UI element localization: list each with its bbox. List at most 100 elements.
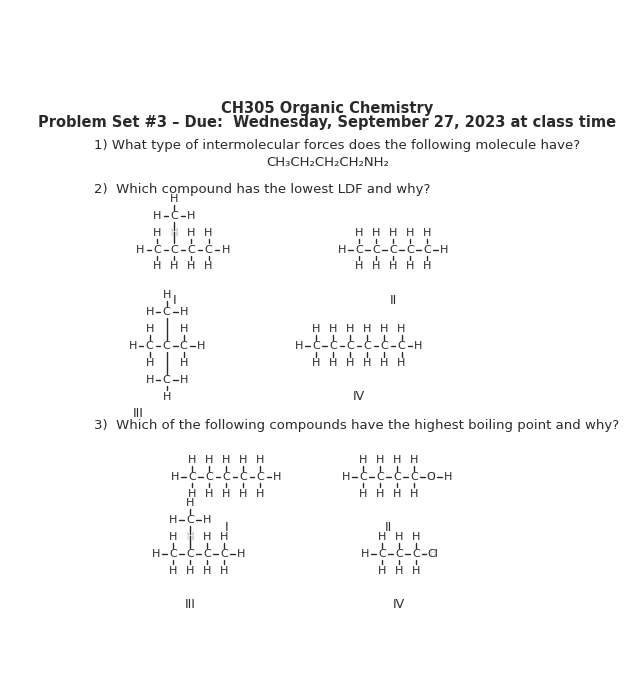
Text: H: H — [204, 262, 213, 272]
Text: H: H — [414, 341, 423, 351]
Text: H: H — [204, 228, 213, 237]
Text: H: H — [220, 566, 228, 575]
Text: H: H — [395, 532, 403, 542]
Text: III: III — [132, 407, 143, 420]
Text: I: I — [224, 521, 228, 534]
Text: C: C — [330, 341, 337, 351]
Text: H: H — [237, 549, 245, 559]
Text: H: H — [186, 566, 194, 575]
Text: H: H — [180, 358, 188, 368]
Text: H: H — [186, 532, 194, 542]
Text: C: C — [186, 514, 194, 525]
Text: H: H — [295, 341, 304, 351]
Text: H: H — [440, 244, 449, 255]
Text: C: C — [189, 472, 196, 482]
Text: H: H — [170, 262, 179, 272]
Text: C: C — [220, 549, 228, 559]
Text: IV: IV — [353, 390, 365, 403]
Text: H: H — [220, 532, 228, 542]
Text: C: C — [372, 244, 380, 255]
Text: Problem Set #3 – Due:  Wednesday, September 27, 2023 at class time: Problem Set #3 – Due: Wednesday, Septemb… — [38, 115, 617, 130]
Text: C: C — [146, 341, 153, 351]
Text: H: H — [355, 262, 363, 272]
Text: H: H — [187, 228, 196, 237]
Text: H: H — [341, 472, 350, 482]
Text: H: H — [146, 307, 154, 317]
Text: H: H — [429, 549, 438, 559]
Text: H: H — [222, 489, 231, 498]
Text: H: H — [380, 358, 389, 368]
Text: C: C — [410, 472, 418, 482]
Text: H: H — [358, 489, 367, 498]
Text: IV: IV — [393, 598, 405, 611]
Text: C: C — [378, 549, 386, 559]
Text: H: H — [444, 472, 452, 482]
Text: H: H — [153, 228, 162, 237]
Text: H: H — [406, 228, 414, 237]
Text: C: C — [163, 374, 171, 385]
Text: H: H — [361, 549, 369, 559]
Text: H: H — [188, 489, 196, 498]
Text: H: H — [256, 489, 265, 498]
Text: H: H — [392, 455, 401, 465]
Text: H: H — [406, 262, 414, 272]
Text: C: C — [393, 472, 401, 482]
Text: C: C — [396, 549, 403, 559]
Text: 1) What type of intermolecular forces does the following molecule have?: 1) What type of intermolecular forces do… — [94, 139, 580, 153]
Text: C: C — [204, 244, 212, 255]
Text: H: H — [427, 472, 435, 482]
Text: C: C — [171, 211, 178, 220]
Text: H: H — [412, 532, 420, 542]
Text: H: H — [376, 489, 384, 498]
Text: O: O — [427, 472, 435, 482]
Text: H: H — [146, 324, 154, 334]
Text: C: C — [171, 244, 178, 255]
Text: H: H — [203, 566, 211, 575]
Text: H: H — [372, 228, 380, 237]
Text: C: C — [346, 341, 354, 351]
Text: C: C — [376, 472, 383, 482]
Text: C: C — [406, 244, 414, 255]
Text: H: H — [128, 341, 137, 351]
Text: H: H — [205, 455, 213, 465]
Text: H: H — [389, 262, 397, 272]
Text: C: C — [355, 244, 363, 255]
Text: C: C — [412, 549, 420, 559]
Text: H: H — [378, 532, 387, 542]
Text: H: H — [180, 307, 188, 317]
Text: H: H — [170, 228, 179, 237]
Text: H: H — [273, 472, 282, 482]
Text: H: H — [429, 549, 438, 559]
Text: H: H — [153, 211, 162, 220]
Text: H: H — [239, 489, 247, 498]
Text: H: H — [187, 211, 196, 220]
Text: H: H — [153, 262, 162, 272]
Text: CH305 Organic Chemistry: CH305 Organic Chemistry — [221, 101, 434, 116]
Text: H: H — [136, 244, 144, 255]
Text: H: H — [180, 374, 188, 385]
Text: H: H — [329, 324, 337, 334]
Text: H: H — [363, 324, 372, 334]
Text: H: H — [146, 358, 154, 368]
Text: H: H — [355, 228, 363, 237]
Text: C: C — [397, 341, 405, 351]
Text: H: H — [312, 324, 320, 334]
Text: II: II — [385, 521, 392, 534]
Text: III: III — [185, 598, 196, 611]
Text: H: H — [170, 194, 179, 204]
Text: H: H — [346, 358, 355, 368]
Text: H: H — [180, 324, 188, 334]
Text: H: H — [146, 374, 154, 385]
Text: II: II — [389, 294, 397, 307]
Text: H: H — [186, 532, 194, 542]
Text: H: H — [389, 228, 397, 237]
Text: C: C — [364, 341, 371, 351]
Text: C: C — [153, 244, 161, 255]
Text: C: C — [381, 341, 389, 351]
Text: H: H — [380, 324, 389, 334]
Text: H: H — [169, 514, 177, 525]
Text: H: H — [169, 566, 177, 575]
Text: H: H — [312, 358, 320, 368]
Text: CH₃CH₂CH₂CH₂NH₂: CH₃CH₂CH₂CH₂NH₂ — [266, 155, 389, 169]
Text: H: H — [372, 262, 380, 272]
